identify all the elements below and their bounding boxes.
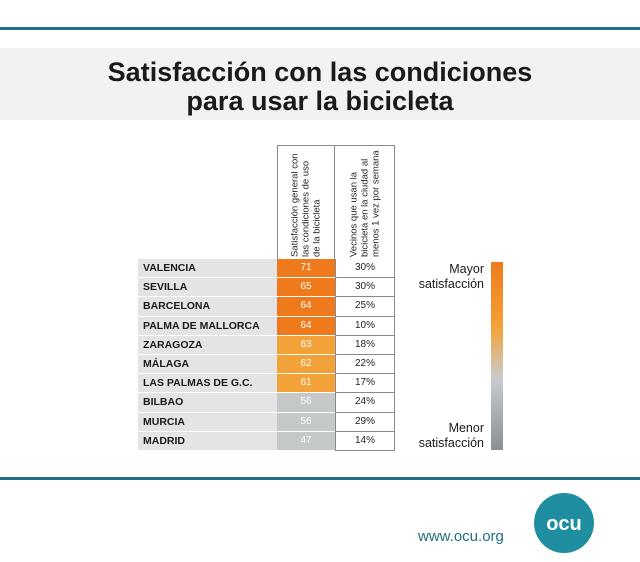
table-row: MADRID 47 14% [138,431,395,451]
weekly-users-cell: 25% [335,297,395,317]
legend-bottom-label: Menor satisfacción [418,421,484,450]
website-link[interactable]: www.ocu.org [418,528,504,545]
ocu-logo: ocu [534,493,594,553]
satisfaction-score-cell: 47 [277,431,335,451]
weekly-users-cell: 14% [335,431,395,451]
city-label: MÁLAGA [138,354,277,375]
column-header-satisfaction: Satisfacción general con las condiciones… [277,145,335,259]
satisfaction-score-cell: 71 [277,259,335,279]
city-label: BILBAO [138,393,277,413]
weekly-users-cell: 22% [335,354,395,375]
table-row: BILBAO 56 24% [138,393,395,413]
table-row: MURCIA 56 29% [138,412,395,432]
weekly-users-cell: 30% [335,259,395,279]
satisfaction-score-cell: 61 [277,374,335,394]
city-label: MURCIA [138,412,277,432]
weekly-users-cell: 30% [335,278,395,298]
weekly-users-cell: 24% [335,393,395,413]
satisfaction-score-cell: 56 [277,393,335,413]
weekly-users-cell: 18% [335,335,395,355]
table-body: VALENCIA 71 30% SEVILLA 65 30% BARCELONA 64 25% P… [138,259,395,451]
legend-top-label: Mayor satisfacción [418,262,484,291]
satisfaction-score-cell: 63 [277,335,335,355]
column-header-weekly-users-text: Vecinos que usan la bicicleta en la ciud… [348,149,381,257]
table-row: VALENCIA 71 30% [138,259,395,279]
chart-title: Satisfacción con las condiciones para us… [0,58,640,116]
city-label: PALMA DE MALLORCA [138,316,277,336]
city-label: ZARAGOZA [138,335,277,355]
logo-circle [534,493,594,553]
satisfaction-score-cell: 56 [277,412,335,432]
city-label: BARCELONA [138,297,277,317]
table-row: LAS PALMAS DE G.C. 61 17% [138,374,395,394]
table-row: SEVILLA 65 30% [138,278,395,298]
table-row: MÁLAGA 62 22% [138,354,395,375]
bottom-rule [0,477,640,480]
satisfaction-score-cell: 62 [277,354,335,375]
city-label: LAS PALMAS DE G.C. [138,374,277,394]
satisfaction-score-cell: 64 [277,297,335,317]
satisfaction-score-cell: 64 [277,316,335,336]
weekly-users-cell: 10% [335,316,395,336]
weekly-users-cell: 29% [335,412,395,432]
title-line-2: para usar la bicicleta [186,86,454,116]
title-band [0,48,640,120]
satisfaction-score-cell: 65 [277,278,335,298]
table-row: BARCELONA 64 25% [138,297,395,317]
logo-text: ocu [546,513,582,535]
table-row: ZARAGOZA 63 18% [138,335,395,355]
city-label: VALENCIA [138,259,277,279]
weekly-users-cell: 17% [335,374,395,394]
column-header-weekly-users: Vecinos que usan la bicicleta en la ciud… [335,145,395,259]
column-header-satisfaction-text: Satisfacción general con las condiciones… [289,152,323,257]
table-row: PALMA DE MALLORCA 64 10% [138,316,395,336]
title-line-1: Satisfacción con las condiciones [107,57,533,87]
city-label: SEVILLA [138,278,277,298]
top-rule [0,27,640,30]
city-label: MADRID [138,431,277,451]
legend-gradient-bar [491,262,503,450]
